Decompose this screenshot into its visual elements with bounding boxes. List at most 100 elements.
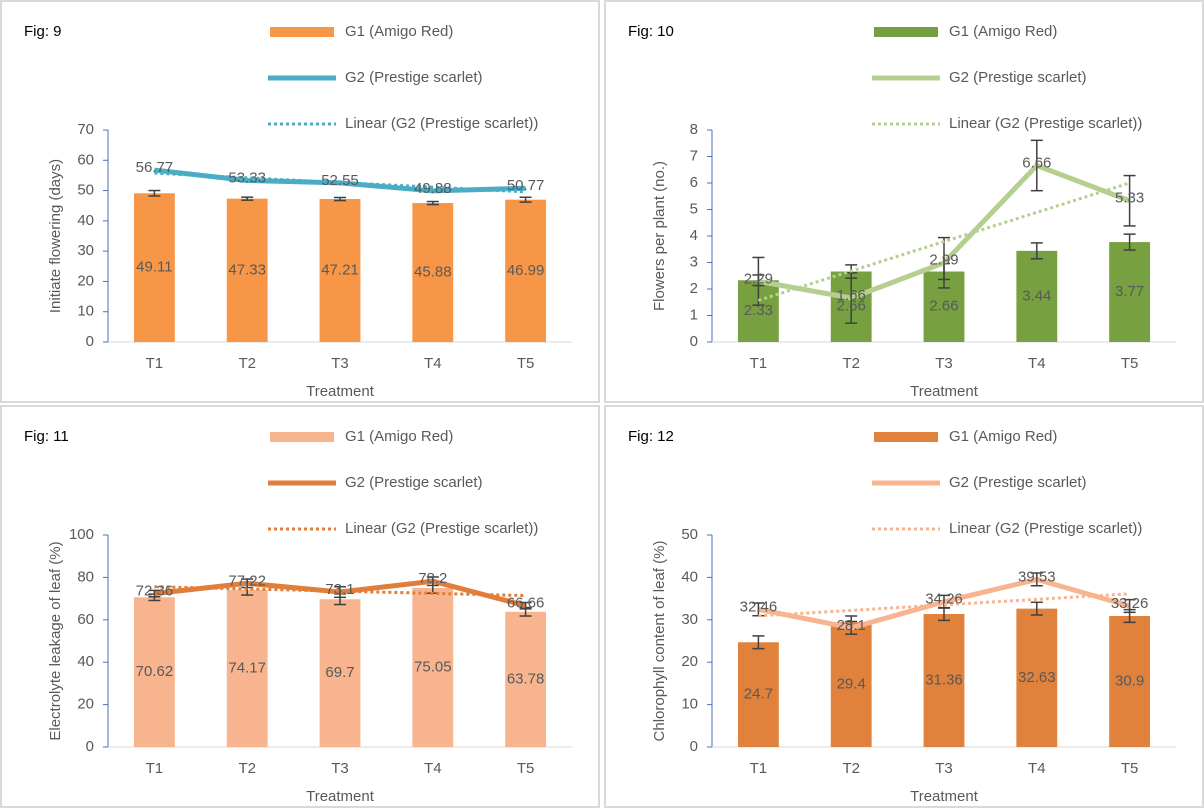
data-label: 1.66 [837, 287, 866, 304]
data-label: 46.99 [507, 262, 545, 279]
x-axis-title: Treatment [306, 788, 375, 805]
data-label: 53.33 [228, 169, 266, 186]
y-tick-label: 30 [681, 611, 698, 628]
y-tick-label: 50 [681, 526, 698, 543]
data-label: 29.4 [837, 676, 866, 693]
error-bar [845, 620, 858, 635]
bar [830, 622, 872, 747]
error-bar [1030, 139, 1043, 192]
bar [923, 614, 965, 747]
x-tick-label: T4 [424, 760, 442, 777]
chart-panel: Fig: 11 G1 (Amigo Red) G2 (Prestige scarle… [0, 405, 600, 808]
data-label: 3.77 [1115, 283, 1144, 300]
data-label: 77.22 [228, 572, 266, 589]
y-tick-label: 50 [77, 182, 94, 199]
data-label: 2.33 [744, 302, 773, 319]
error-bar [334, 196, 346, 202]
y-tick-label: 40 [681, 568, 698, 585]
data-label: 66.66 [507, 595, 545, 612]
legend-label: Linear (G2 (Prestige scarlet)) [345, 115, 538, 132]
data-label: 33.26 [1111, 595, 1149, 612]
x-tick-label: T3 [331, 760, 349, 777]
y-tick-label: 0 [86, 333, 94, 350]
data-label: 32.63 [1018, 669, 1056, 686]
panel-border [0, 405, 600, 808]
legend-label: G2 (Prestige scarlet) [345, 69, 483, 86]
legend-swatch [270, 27, 334, 37]
x-tick-label: T2 [842, 355, 860, 372]
y-tick-label: 2 [690, 280, 698, 297]
bar [412, 203, 454, 342]
data-label: 73.1 [325, 581, 354, 598]
legend-label: G1 (Amigo Red) [949, 428, 1057, 445]
bar [1016, 608, 1058, 747]
error-bar [752, 256, 765, 306]
error-bar [148, 189, 161, 197]
y-tick-label: 40 [77, 212, 94, 229]
panel-border [0, 0, 600, 403]
error-bar [426, 576, 439, 587]
error-bar [1123, 233, 1136, 251]
data-label: 49.88 [414, 180, 452, 197]
bar [133, 597, 175, 747]
legend-label: G1 (Amigo Red) [345, 428, 453, 445]
y-tick-label: 0 [690, 333, 698, 350]
data-label: 75.05 [414, 658, 452, 675]
data-label: 78.2 [418, 570, 447, 587]
y-tick-label: 4 [690, 227, 698, 244]
x-tick-label: T2 [842, 760, 860, 777]
bar [319, 199, 361, 342]
x-tick-label: T4 [1028, 355, 1046, 372]
bar [1016, 250, 1058, 342]
y-tick-label: 8 [690, 121, 698, 138]
data-label: 45.88 [414, 263, 452, 280]
y-tick-label: 40 [77, 653, 94, 670]
panel-border [604, 0, 1204, 403]
data-label: 2.66 [837, 298, 866, 315]
x-axis-title: Treatment [306, 383, 375, 400]
data-label: 49.11 [136, 259, 172, 276]
legend-swatch [874, 27, 938, 37]
legend-label: G1 (Amigo Red) [345, 23, 453, 40]
y-tick-label: 10 [681, 696, 698, 713]
data-label: 56.77 [136, 159, 174, 176]
y-tick-label: 60 [77, 151, 94, 168]
data-label: 34.26 [925, 591, 963, 608]
error-bar [519, 196, 532, 203]
bar [133, 193, 175, 342]
y-tick-label: 60 [77, 611, 94, 628]
bar [1109, 615, 1151, 747]
data-label: 28.1 [837, 617, 866, 634]
x-tick-label: T5 [517, 355, 535, 372]
data-label: 30.9 [1115, 672, 1144, 689]
legend-label: G1 (Amigo Red) [949, 23, 1057, 40]
data-label: 5.33 [1115, 190, 1144, 207]
bar [737, 642, 779, 747]
error-bar [519, 601, 532, 610]
x-axis-title: Treatment [910, 383, 979, 400]
figure-label: Fig: 9 [24, 23, 62, 40]
data-label: 31.36 [925, 671, 963, 688]
error-bar [752, 635, 765, 650]
y-tick-label: 5 [690, 200, 698, 217]
y-axis-title: Electrolyte leakage of leaf (%) [47, 541, 64, 740]
x-tick-label: T2 [238, 355, 256, 372]
y-tick-label: 100 [69, 526, 94, 543]
trend-line [154, 171, 526, 194]
legend-label: G2 (Prestige scarlet) [345, 474, 483, 491]
error-bar [1123, 598, 1136, 614]
error-bar [938, 594, 950, 609]
x-tick-label: T4 [424, 355, 442, 372]
data-label: 69.7 [325, 664, 354, 681]
x-tick-label: T1 [750, 355, 768, 372]
legend-label: G2 (Prestige scarlet) [949, 474, 1087, 491]
data-label: 63.78 [507, 670, 545, 687]
x-tick-label: T3 [331, 355, 349, 372]
chart-panel: Fig: 12 G1 (Amigo Red) G2 (Prestige scarle… [604, 405, 1204, 808]
trend-line [758, 592, 1130, 618]
bar [505, 611, 547, 747]
legend-label: G2 (Prestige scarlet) [949, 69, 1087, 86]
figure-label: Fig: 12 [628, 428, 674, 445]
y-tick-label: 80 [77, 568, 94, 585]
x-tick-label: T3 [935, 355, 953, 372]
